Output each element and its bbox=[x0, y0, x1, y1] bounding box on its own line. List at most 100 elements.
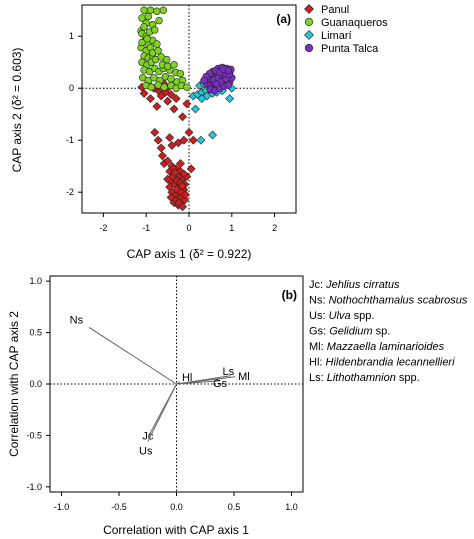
point-panul bbox=[188, 135, 198, 145]
legend-label-punta-talca: Punta Talca bbox=[321, 43, 379, 55]
legend-marker-guanaqueros bbox=[304, 17, 314, 27]
panel-b-x-tick-label: 0.5 bbox=[228, 502, 241, 512]
point-panul bbox=[153, 135, 163, 145]
point-panul bbox=[158, 151, 167, 161]
panel-a-points bbox=[137, 6, 237, 212]
key-code: Ml: bbox=[309, 341, 324, 353]
key-species-name: Nothochthamalus scabrosus bbox=[329, 295, 468, 307]
panel-b-x-tick-label: -0.5 bbox=[111, 502, 127, 512]
point-limar- bbox=[208, 130, 217, 140]
panel-a-x-tick-label: 0 bbox=[186, 223, 191, 233]
panel-a-ylabel: CAP axis 2 (δ² = 0.603) bbox=[10, 48, 24, 173]
legend-marker-punta-talca bbox=[304, 43, 314, 53]
vector-label-hl: Hl bbox=[182, 372, 192, 384]
point-guanaqueros bbox=[176, 69, 185, 78]
point-punta-talca bbox=[224, 66, 233, 75]
panel-a-x-ticks: -2 -1 0 1 2 bbox=[99, 213, 277, 233]
point-guanaqueros bbox=[163, 62, 172, 71]
panel-a-y-tick-label: 1 bbox=[69, 31, 74, 41]
panel-b-x-tick-label: 0.0 bbox=[170, 502, 183, 512]
point-panul bbox=[170, 168, 180, 177]
point-panul bbox=[179, 169, 189, 179]
point-panul bbox=[166, 90, 176, 99]
panel-b-xlabel: Correlation with CAP axis 1 bbox=[103, 523, 249, 537]
panel-a-reference-lines bbox=[82, 5, 296, 213]
panel-b-x-tick-label: -1.0 bbox=[54, 502, 70, 512]
key-species-name: Gelidium bbox=[329, 326, 372, 338]
key-suffix: spp. bbox=[351, 310, 375, 322]
panel-a-x-tick-label: 2 bbox=[272, 223, 277, 233]
point-panul bbox=[139, 88, 149, 98]
key-entry-jc: Jc: Jehlius cirratus bbox=[309, 279, 400, 291]
key-entry-ls: Ls: Lithothamnion spp. bbox=[309, 372, 420, 384]
point-guanaqueros bbox=[140, 23, 148, 31]
panel-b-label: (b) bbox=[282, 288, 297, 302]
point-panul bbox=[163, 174, 173, 184]
vector-label-gs: Gs bbox=[213, 378, 228, 390]
key-code: Jc: bbox=[309, 279, 323, 291]
key-code: Us: bbox=[309, 310, 326, 322]
point-guanaqueros bbox=[153, 7, 161, 15]
panel-a-x-tick-label: -1 bbox=[142, 223, 150, 233]
vector-line-ml bbox=[176, 376, 236, 385]
point-guanaqueros bbox=[138, 38, 146, 47]
point-panul bbox=[177, 181, 187, 191]
legend-label-limar-: Limarí bbox=[321, 30, 352, 42]
panel-b-y-tick-label: 0.0 bbox=[29, 379, 42, 389]
key-entry-hl: Hl: Hildenbrandia lecannellieri bbox=[309, 357, 455, 369]
key-species-name: Jehlius cirratus bbox=[325, 279, 400, 291]
point-limar- bbox=[190, 104, 200, 114]
point-panul bbox=[156, 143, 166, 153]
panel-b-x-tick-label: 1.0 bbox=[285, 502, 298, 512]
point-limar- bbox=[196, 135, 206, 145]
key-species-name: Lithothamnion bbox=[327, 372, 396, 384]
point-guanaqueros bbox=[170, 61, 178, 69]
legend-marker-panul bbox=[304, 4, 314, 14]
vector-label-ns: Ns bbox=[70, 314, 84, 326]
point-guanaqueros bbox=[146, 6, 155, 14]
point-punta-talca bbox=[212, 80, 221, 88]
panel-a-xlabel: CAP axis 1 (δ² = 0.922) bbox=[127, 247, 252, 261]
key-species-name: Mazzaella laminarioides bbox=[327, 341, 445, 353]
point-punta-talca bbox=[200, 76, 208, 85]
key-code: Ls: bbox=[309, 372, 324, 384]
key-species-name: Hildenbrandia lecannellieri bbox=[326, 357, 456, 369]
panel-a-x-tick-label: 1 bbox=[229, 223, 234, 233]
key-entry-ns: Ns: Nothochthamalus scabrosus bbox=[309, 295, 468, 307]
point-guanaqueros bbox=[160, 83, 168, 91]
point-panul bbox=[163, 156, 173, 166]
point-guanaqueros bbox=[153, 40, 161, 48]
point-panul bbox=[152, 101, 162, 111]
point-panul bbox=[171, 94, 181, 104]
point-panul bbox=[156, 91, 166, 101]
point-panul bbox=[169, 104, 179, 114]
panel-a-frame bbox=[81, 4, 297, 214]
point-punta-talca bbox=[224, 81, 233, 89]
key-entry-ml: Ml: Mazzaella laminarioides bbox=[309, 341, 445, 353]
panel-b-y-ticks: -1.0 -0.5 0.0 0.5 1.0 bbox=[26, 276, 50, 492]
vector-label-ml: Ml bbox=[238, 371, 250, 383]
legend-label-panul: Panul bbox=[321, 4, 349, 16]
panel-b-x-ticks: -1.0 -0.5 0.0 0.5 1.0 bbox=[54, 492, 298, 512]
panel-b-y-tick-label: -0.5 bbox=[26, 430, 42, 440]
point-limar- bbox=[197, 94, 207, 104]
vector-label-jc: Jc bbox=[142, 430, 154, 442]
panel-a-label: (a) bbox=[276, 12, 291, 26]
point-guanaqueros bbox=[183, 83, 191, 91]
point-guanaqueros bbox=[144, 12, 153, 21]
key-entry-gs: Gs: Gelidium sp. bbox=[309, 326, 390, 338]
panel-b-ylabel: Correlation with CAP axis 2 bbox=[7, 311, 21, 457]
point-panul bbox=[163, 96, 173, 106]
panel-a-y-ticks: -2 -1 0 1 bbox=[66, 31, 82, 197]
legend-marker-limar- bbox=[304, 30, 314, 40]
point-guanaqueros bbox=[143, 35, 151, 43]
key-code: Gs: bbox=[309, 326, 326, 338]
panel-a: -2 -1 0 1 2 -2 -1 0 1 (a) CAP axis 1 (δ² = 0.92… bbox=[10, 4, 297, 261]
point-panul bbox=[150, 127, 160, 137]
point-guanaqueros bbox=[155, 16, 163, 25]
vector-line-us bbox=[147, 383, 177, 442]
key-code: Ns: bbox=[309, 295, 326, 307]
